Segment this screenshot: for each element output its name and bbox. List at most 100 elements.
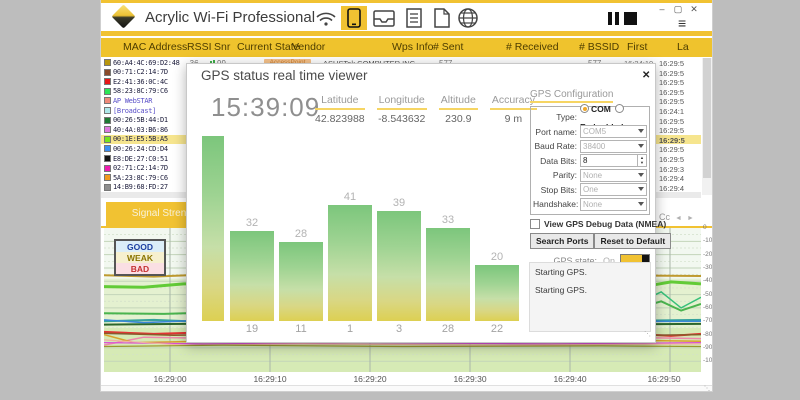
gps-config-box: Type: COMEmbedded Port name:COM5Baud Rat… xyxy=(530,106,650,215)
config-row: Data Bits:8▲▼ xyxy=(533,154,647,169)
bar-value-label: 33 xyxy=(426,214,470,226)
series-color-swatch xyxy=(104,155,111,162)
scrollbar-thumb[interactable] xyxy=(703,58,711,178)
search-ports-button[interactable]: Search Ports xyxy=(530,233,594,249)
legend-item: BAD xyxy=(116,263,164,274)
dropdown-field[interactable]: 38400 xyxy=(580,140,647,153)
series-color-swatch xyxy=(104,59,111,66)
field-label: Stop Bits: xyxy=(533,185,580,195)
series-color-swatch xyxy=(104,97,111,104)
bar-value-label: 20 xyxy=(475,251,519,263)
config-row: Parity:None xyxy=(533,168,647,183)
dropdown-field[interactable]: COM5 xyxy=(580,125,647,138)
chevron-down-icon[interactable] xyxy=(638,187,644,191)
y-tick-label: -40 xyxy=(703,277,712,284)
mac-address: 00:26:24:CD:D4 xyxy=(113,145,168,153)
bar-value-label: 32 xyxy=(230,217,274,229)
log-line: Starting GPS. xyxy=(535,267,645,277)
mac-address: AP WebSTAR xyxy=(113,97,152,105)
gps-dialog: GPS status real time viewer ✕ 15:39:09 L… xyxy=(186,63,656,343)
series-color-swatch xyxy=(104,107,111,114)
radio-embedded[interactable] xyxy=(615,104,624,113)
checkbox-icon[interactable] xyxy=(530,219,540,229)
series-color-swatch xyxy=(104,136,111,143)
dropdown-field[interactable]: None xyxy=(580,198,647,211)
bar-category-label: 1 xyxy=(328,323,372,335)
mac-address: 00:26:5B:44:D1 xyxy=(113,116,168,124)
bar-value-label: 39 xyxy=(377,197,421,209)
x-tick-label: 16:29:10 xyxy=(240,374,300,384)
spinner-arrows-icon[interactable]: ▲▼ xyxy=(637,155,646,166)
bar-category-label: 19 xyxy=(230,323,274,335)
radio-label: COM xyxy=(591,104,611,114)
y-tick-label: -100 xyxy=(703,357,713,364)
bar-value-label: 28 xyxy=(279,228,323,240)
mac-address: 58:23:8C:79:C6 xyxy=(113,87,168,95)
series-color-swatch xyxy=(104,145,111,152)
satellite-bar xyxy=(377,211,421,321)
mac-address: 60:A4:4C:69:D2:48 xyxy=(113,59,180,67)
mac-address: [Broadcast] xyxy=(113,107,156,115)
x-tick-label: 16:29:40 xyxy=(540,374,600,384)
satellite-bar xyxy=(328,205,372,321)
series-color-swatch xyxy=(104,184,111,191)
mac-address: 5A:23:8C:79:C6 xyxy=(113,174,168,182)
mac-address: 00:1E:E5:5B:A5 xyxy=(113,135,168,143)
spinner-field[interactable]: 8▲▼ xyxy=(580,154,647,167)
pager-prev-icon[interactable]: ◄ xyxy=(675,215,682,222)
bar-category-label: 28 xyxy=(426,323,470,335)
bar-category-label: 22 xyxy=(475,323,519,335)
config-row-type: Type: COMEmbedded xyxy=(533,110,647,125)
satellite-bar xyxy=(426,228,470,321)
nmea-debug-checkbox[interactable]: View GPS Debug Data (NMEA) xyxy=(530,219,650,229)
radio-com[interactable] xyxy=(580,104,589,113)
dropdown-field[interactable]: One xyxy=(580,183,647,196)
y-tick-label: -90 xyxy=(703,344,712,351)
field-label: Baud Rate: xyxy=(533,141,580,151)
log-line: Starting GPS. xyxy=(535,285,645,295)
series-color-swatch xyxy=(104,174,111,181)
gps-config-panel: GPS Configuration Type: COMEmbedded Port… xyxy=(530,84,650,268)
bar-value-label: 41 xyxy=(328,191,372,203)
x-tick-label: 16:29:30 xyxy=(440,374,500,384)
mac-address: 00:71:C2:14:7D xyxy=(113,68,168,76)
y-tick-label: -30 xyxy=(703,264,712,271)
field-label: Data Bits: xyxy=(533,156,580,166)
series-color-swatch xyxy=(104,126,111,133)
chevron-down-icon[interactable] xyxy=(638,129,644,133)
satellite-bar xyxy=(230,231,274,321)
dialog-resize-grip[interactable]: ⋱ xyxy=(644,330,651,338)
y-tick-label: -80 xyxy=(703,331,712,338)
y-tick-label: -70 xyxy=(703,317,712,324)
field-label: Handshake: xyxy=(533,199,580,209)
field-label: Port name: xyxy=(533,127,580,137)
chevron-down-icon[interactable] xyxy=(638,144,644,148)
config-row: Handshake:None xyxy=(533,197,647,212)
pager-next-icon[interactable]: ► xyxy=(687,215,694,222)
chevron-down-icon[interactable] xyxy=(638,202,644,206)
table-scrollbar[interactable] xyxy=(702,58,712,195)
mac-address: 40:4A:03:B6:86 xyxy=(113,126,168,134)
satellite-bar xyxy=(475,265,519,321)
y-tick-label: -20 xyxy=(703,251,712,258)
window-resize-grip[interactable]: ⋱ xyxy=(704,385,710,392)
series-color-swatch xyxy=(104,165,111,172)
dropdown-field[interactable]: None xyxy=(580,169,647,182)
config-row: Stop Bits:One xyxy=(533,183,647,198)
y-tick-label: 0 xyxy=(703,224,707,231)
mac-address: E8:DE:27:C0:51 xyxy=(113,155,168,163)
series-color-swatch xyxy=(104,88,111,95)
chevron-down-icon[interactable] xyxy=(638,173,644,177)
field-label: Parity: xyxy=(533,170,580,180)
y-tick-label: -60 xyxy=(703,304,712,311)
satellite-bar xyxy=(202,136,224,321)
legend-item: GOOD xyxy=(116,241,164,252)
bar-category-label: 3 xyxy=(377,323,421,335)
legend-item: WEAK xyxy=(116,252,164,263)
signal-legend: GOODWEAKBAD xyxy=(114,239,166,276)
gps-bar-chart: 3219281141139333282022 xyxy=(187,64,527,344)
gps-log-box: Starting GPS. Starting GPS. xyxy=(529,262,651,332)
y-tick-label: -10 xyxy=(703,237,712,244)
dialog-close-icon[interactable]: ✕ xyxy=(642,70,650,81)
reset-default-button[interactable]: Reset to Default xyxy=(594,233,671,249)
